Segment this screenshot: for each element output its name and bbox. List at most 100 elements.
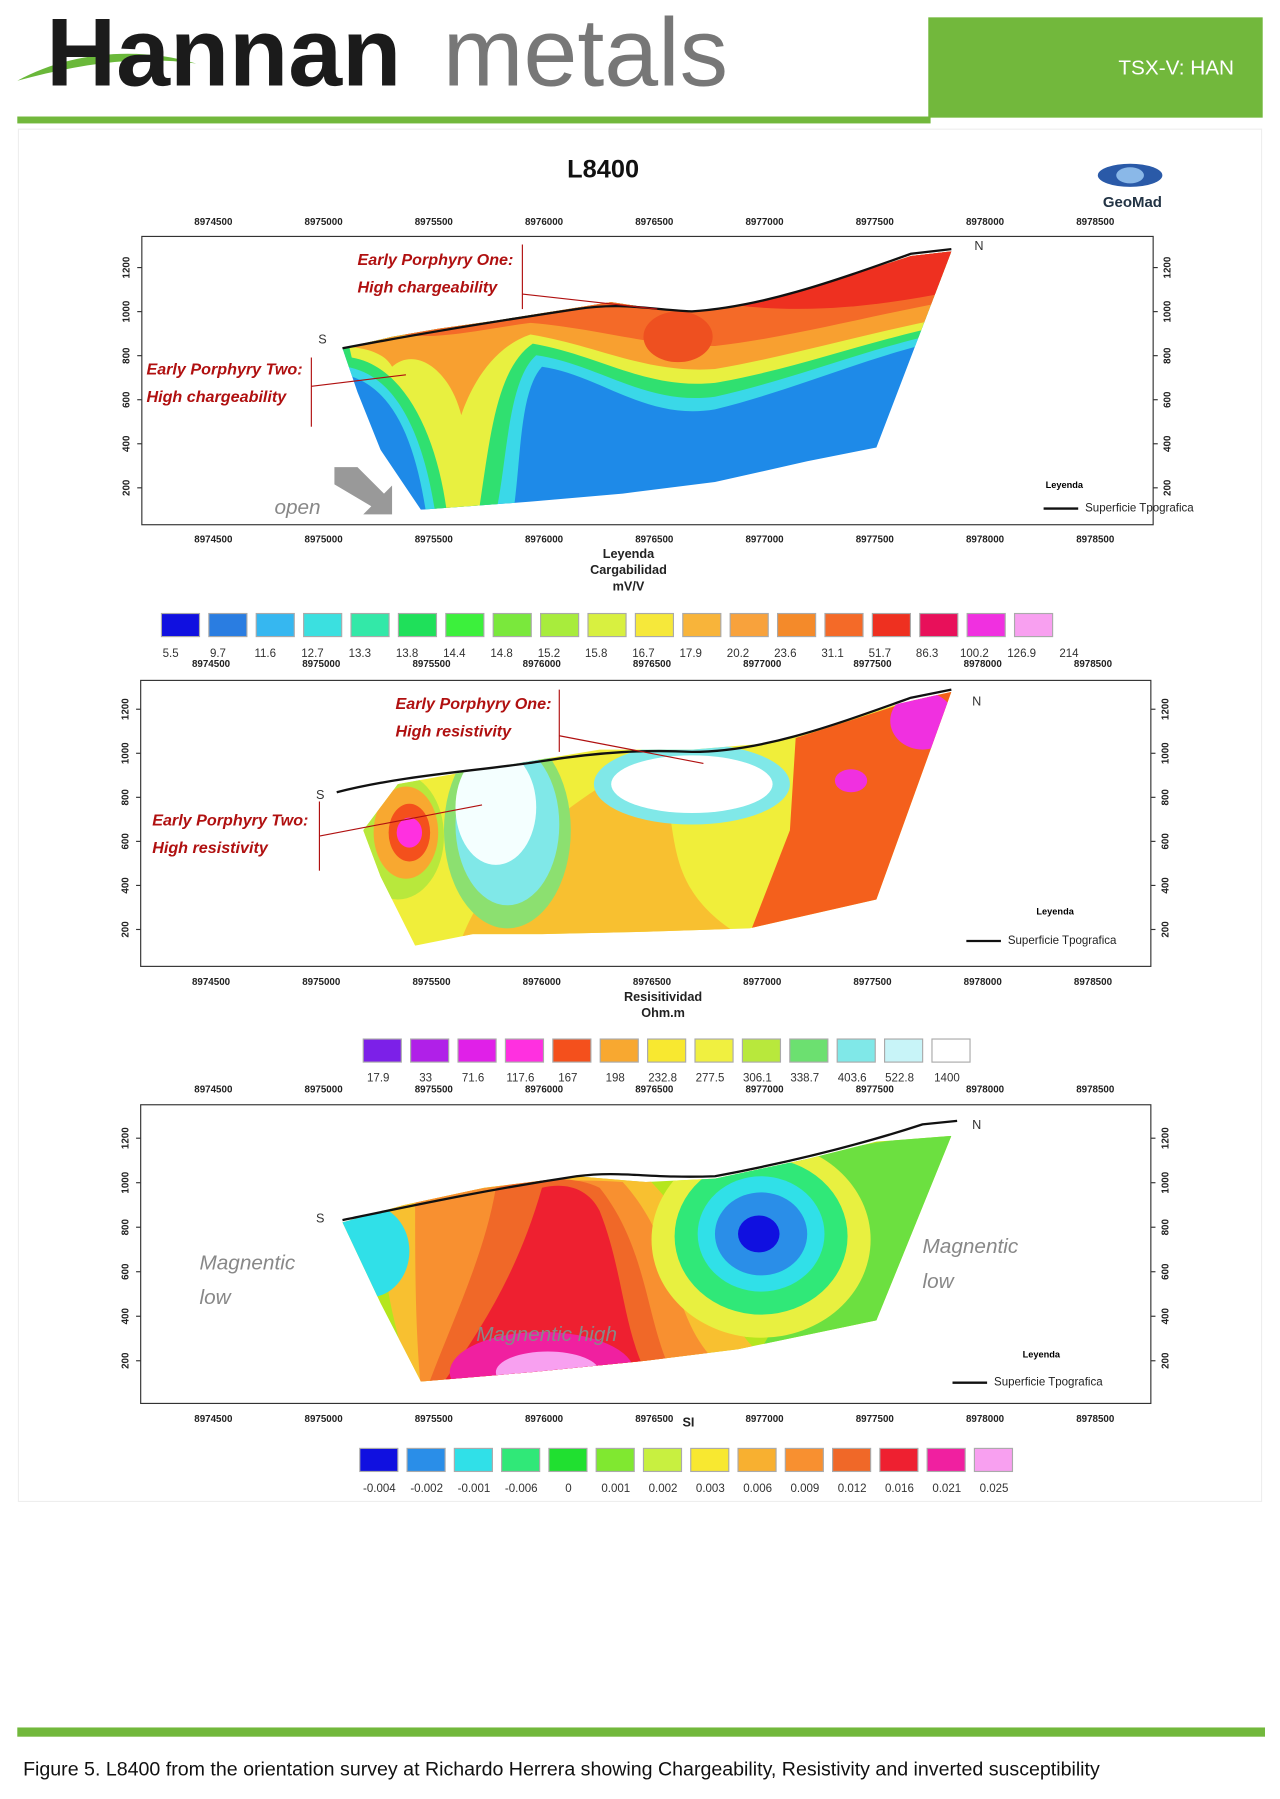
x-axis-label: 8977000 (745, 1414, 784, 1425)
x-axis-label: 8975000 (302, 659, 341, 670)
legend-title: Leyenda (1023, 1349, 1061, 1359)
y-axis-label: 200 (1160, 1352, 1171, 1369)
x-axis-label: 8976500 (633, 977, 672, 988)
x-axis-label: 8978000 (966, 217, 1005, 228)
logo-swoosh (17, 53, 197, 81)
direction-label: N (974, 239, 983, 253)
colorbar-label: 9.7 (210, 648, 226, 660)
y-axis-label: 1000 (121, 300, 132, 322)
colorbar-label: 51.7 (869, 648, 891, 660)
header-rule (17, 116, 931, 124)
colorbar-label: 0.021 (932, 1483, 961, 1495)
y-axis-label: 1000 (120, 742, 131, 764)
color-swatch (690, 1447, 730, 1473)
colorbar-label: 31.1 (821, 648, 843, 660)
color-swatch (350, 612, 390, 638)
colorbar-label: 167 (558, 1072, 577, 1084)
axis-title: mV/V (613, 579, 645, 593)
axis-title: Resisitividad (624, 990, 702, 1004)
annotation: Early Porphyry Two: (146, 360, 302, 378)
annotation: Magnentic (199, 1251, 295, 1274)
y-axis-label: 1200 (120, 698, 131, 720)
colorbar-label: 0.006 (743, 1483, 772, 1495)
colorbar-label: 13.3 (349, 648, 371, 660)
colorbar-label: 15.8 (585, 648, 607, 660)
color-swatch (832, 1447, 872, 1473)
y-axis-label: 600 (1163, 391, 1174, 408)
x-axis-label: 8976500 (635, 217, 674, 228)
x-axis-label: 8976500 (635, 1414, 674, 1425)
color-swatch (540, 612, 580, 638)
color-swatch (552, 1038, 592, 1063)
colorbar-label: 13.8 (396, 648, 418, 660)
annotation: low (199, 1286, 232, 1309)
x-axis-label: 8975000 (305, 1414, 344, 1425)
x-axis-label: 8977500 (856, 1084, 895, 1095)
color-swatch (406, 1447, 446, 1473)
color-swatch (397, 612, 438, 638)
logo-text: Hannan (46, 0, 401, 107)
y-axis-label: 400 (120, 1308, 131, 1325)
color-swatch (445, 612, 485, 638)
colorbar-label: 117.6 (506, 1072, 534, 1084)
x-axis-label: 8976000 (525, 534, 564, 545)
color-swatch (694, 1038, 734, 1063)
colorbar-label: 198 (606, 1072, 625, 1084)
color-swatch (1013, 612, 1054, 638)
x-axis-label: 8974500 (192, 977, 231, 988)
colorbar-label: 232.8 (648, 1072, 677, 1084)
logo-text: metals (443, 0, 728, 107)
y-axis-label: 400 (1163, 435, 1174, 452)
colorbar-label: -0.001 (458, 1483, 491, 1495)
x-axis-label: 8977000 (743, 977, 782, 988)
direction-label: N (972, 695, 981, 709)
y-axis-label: 600 (1160, 1263, 1171, 1280)
color-swatch (634, 612, 675, 638)
x-axis-label: 8977500 (856, 534, 895, 545)
color-swatch (884, 1038, 924, 1063)
y-axis-label: 800 (1160, 1219, 1171, 1236)
color-swatch (682, 612, 722, 638)
footer-rule (17, 1727, 1266, 1737)
x-axis-label: 8974500 (194, 1084, 233, 1095)
ticker: TSX-V: HAN (1118, 57, 1234, 80)
color-swatch (599, 1038, 639, 1063)
y-axis-label: 600 (120, 833, 131, 850)
colorbar-label: 214 (1059, 648, 1079, 660)
color-swatch (303, 612, 343, 638)
x-axis-label: 8978500 (1076, 1414, 1115, 1425)
direction-label: S (318, 333, 326, 347)
y-axis-label: 200 (1160, 921, 1171, 938)
colorbar-label: 403.6 (838, 1072, 867, 1084)
colorbar-label: -0.006 (505, 1483, 538, 1495)
x-axis-label: 8978000 (964, 977, 1003, 988)
colorbar-label: 23.6 (774, 648, 796, 660)
colorbar-label: -0.002 (410, 1483, 443, 1495)
x-axis-label: 8977000 (745, 217, 784, 228)
color-swatch (879, 1447, 919, 1473)
color-swatch (784, 1447, 824, 1473)
axis-title: Leyenda (603, 547, 655, 561)
y-axis-label: 1200 (1160, 1127, 1171, 1149)
x-axis-label: 8975500 (412, 659, 451, 670)
annotation: open (274, 496, 320, 519)
colorbar-label: 0.025 (980, 1483, 1009, 1495)
annotation: Magnentic high (476, 1323, 617, 1346)
color-swatch (741, 1038, 782, 1063)
colorbar-label: 20.2 (727, 648, 749, 660)
colorbar-label: 12.7 (301, 648, 323, 660)
annotation: High resistivity (152, 839, 269, 857)
colorbar-label: 71.6 (462, 1072, 484, 1084)
y-axis-label: 800 (120, 1219, 131, 1236)
y-axis-label: 200 (1163, 479, 1174, 496)
annotation-leader (319, 804, 483, 837)
colorbar-label: 126.9 (1007, 648, 1036, 660)
colorbar-label: 0.003 (696, 1483, 725, 1495)
x-axis-label: 8978000 (966, 1084, 1005, 1095)
color-swatch (501, 1447, 541, 1473)
color-swatch (919, 612, 959, 638)
x-axis-label: 8978500 (1074, 977, 1113, 988)
legend-item: Superficie Tpografica (1085, 503, 1194, 515)
annotation: Early Porphyry Two: (152, 811, 308, 829)
x-axis-label: 8978500 (1074, 659, 1113, 670)
